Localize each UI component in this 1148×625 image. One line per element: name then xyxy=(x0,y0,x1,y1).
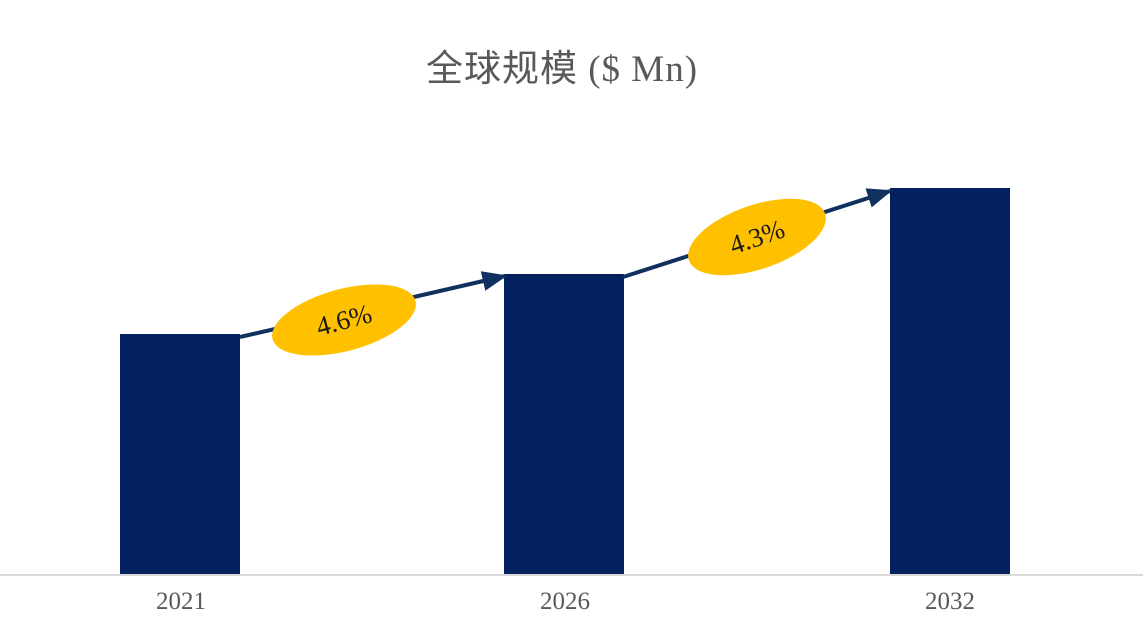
cagr-label-2026-2032: 4.3% xyxy=(725,213,789,260)
chart-title: 全球规模 ($ Mn) xyxy=(425,49,699,90)
bar-2021 xyxy=(120,334,240,574)
cagr-label-2021-2026: 4.6% xyxy=(312,297,375,342)
axis-label-2026: 2026 xyxy=(540,588,590,615)
bar-2032 xyxy=(890,188,1010,574)
axis-label-2021: 2021 xyxy=(156,588,206,615)
axis-label-2032: 2032 xyxy=(925,588,975,615)
cagr-ellipse-2021-2026: 4.6% xyxy=(264,270,424,370)
cagr-ellipse-2026-2032: 4.3% xyxy=(678,183,836,291)
x-axis-line xyxy=(0,574,1143,576)
bar-2026 xyxy=(504,274,624,574)
